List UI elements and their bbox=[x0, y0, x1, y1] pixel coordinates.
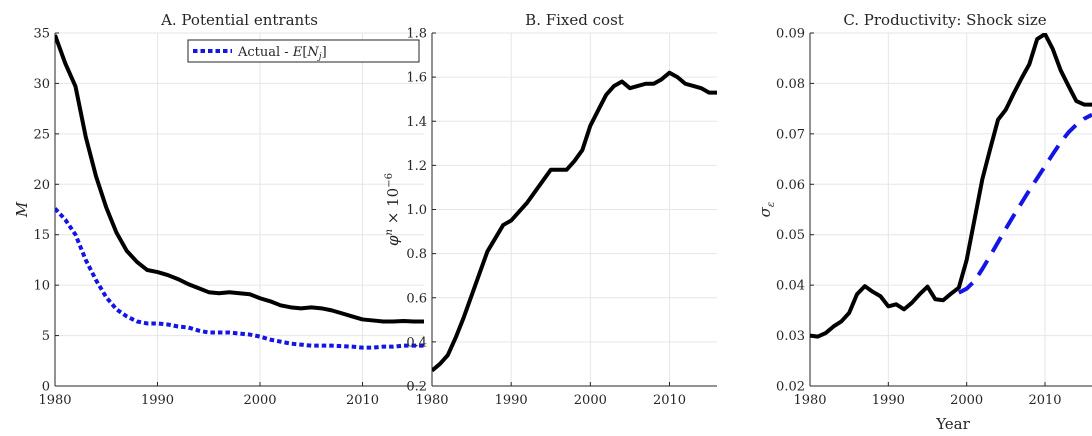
y-tick-label: 0.05 bbox=[776, 228, 805, 243]
x-tick-label: 1980 bbox=[793, 393, 826, 408]
x-tick-label: 2000 bbox=[243, 393, 276, 408]
x-tick-label: 1980 bbox=[38, 393, 71, 408]
y-tick-label: 0.03 bbox=[776, 329, 805, 344]
y-tick-label: 1.8 bbox=[406, 27, 427, 42]
y-tick-label: 1.0 bbox=[406, 203, 427, 218]
chart-panel-3: 1980 1990 2000 2010 0.02 0.03 0.04 0.05 0.06 0.07… bbox=[756, 11, 1092, 433]
x-tick-label: 1990 bbox=[495, 393, 528, 408]
y-tick-label: 0.04 bbox=[776, 279, 805, 294]
series-group bbox=[810, 33, 1092, 339]
series-line-1 bbox=[432, 70, 717, 373]
y-tick-label: 0.02 bbox=[776, 380, 805, 395]
series-group bbox=[55, 34, 424, 350]
x-tick-label: 2000 bbox=[950, 393, 983, 408]
y-tick-label: 0.06 bbox=[776, 178, 805, 193]
series-line-1 bbox=[55, 34, 424, 324]
series-group bbox=[432, 70, 717, 373]
y-tick-label: 0.09 bbox=[776, 27, 805, 42]
y-tick-label: 1.6 bbox=[406, 71, 427, 86]
y-tick-label: 15 bbox=[33, 228, 50, 243]
y-tick-label: 0.2 bbox=[406, 380, 427, 395]
series-line-2 bbox=[957, 112, 1092, 295]
y-tick-label: 1.2 bbox=[406, 159, 427, 174]
y-tick-label: 0.6 bbox=[406, 291, 427, 306]
y-axis-label: σε bbox=[756, 202, 777, 218]
chart-title: A. Potential entrants bbox=[160, 11, 318, 29]
x-tick-label: 2010 bbox=[653, 393, 686, 408]
y-tick-label: 5 bbox=[42, 329, 50, 344]
series-line-2 bbox=[55, 207, 424, 350]
y-tick-label: 1.4 bbox=[406, 115, 427, 130]
legend: Actual - E[Nj] bbox=[187, 39, 420, 63]
y-tick-label: 0.4 bbox=[406, 335, 427, 350]
y-tick-label: 25 bbox=[33, 127, 50, 142]
chart-title: B. Fixed cost bbox=[525, 11, 624, 29]
y-axis-label: M bbox=[13, 201, 31, 218]
x-tick-label: 1980 bbox=[415, 393, 448, 408]
x-axis-label: Year bbox=[935, 415, 970, 433]
chart-panel-2: 1980 1990 2000 2010 0.2 0.4 0.6 0.8 1.0 1.2 1.4 1.6… bbox=[384, 11, 717, 408]
y-tick-label: 35 bbox=[33, 27, 50, 42]
y-tick-label: 0.08 bbox=[776, 77, 805, 92]
y-axis-label: φn × 10−6 bbox=[384, 173, 402, 246]
series-line-1 bbox=[810, 33, 1092, 339]
y-tick-label: 20 bbox=[33, 178, 50, 193]
x-tick-label: 2010 bbox=[346, 393, 379, 408]
y-tick-label: 0.8 bbox=[406, 247, 427, 262]
legend-box bbox=[187, 39, 420, 63]
x-tick-label: 2010 bbox=[1028, 393, 1061, 408]
y-tick-label: 0.07 bbox=[776, 127, 805, 142]
x-tick-label: 2000 bbox=[574, 393, 607, 408]
legend-label: Actual - E[Nj] bbox=[237, 45, 327, 62]
chart-title: C. Productivity: Shock size bbox=[843, 11, 1046, 29]
x-tick-label: 1990 bbox=[141, 393, 174, 408]
chart-panel-1: 1980 1990 2000 2010 0 5 10 15 20 25 30 35 A. Potenti… bbox=[13, 11, 424, 408]
x-tick-label: 1990 bbox=[872, 393, 905, 408]
plot-area bbox=[55, 33, 424, 386]
y-tick-label: 10 bbox=[33, 279, 50, 294]
plot-area bbox=[810, 33, 1092, 386]
y-tick-label: 30 bbox=[33, 77, 50, 92]
y-tick-label: 0 bbox=[42, 380, 50, 395]
